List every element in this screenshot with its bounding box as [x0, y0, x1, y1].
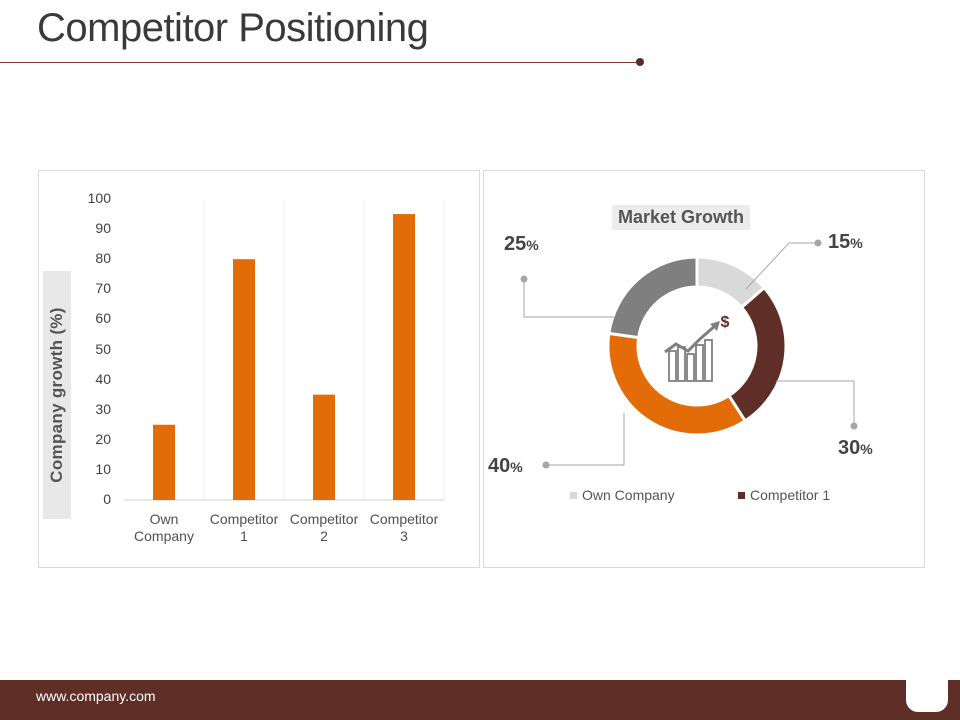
y-axis-label-box [43, 271, 71, 519]
growth-chart-dollar-icon: $ [664, 314, 730, 382]
bar-2 [233, 259, 255, 500]
svg-text:$: $ [721, 314, 730, 331]
donut-slice-competitor-1 [726, 285, 788, 423]
legend-item-competitor-1: Competitor 1 [738, 487, 830, 503]
y-tick-label: 20 [95, 430, 111, 447]
leader-line [546, 413, 625, 466]
legend-item-own-company: Own Company [570, 487, 675, 503]
leader-line [776, 380, 855, 426]
y-tick-label: 0 [103, 491, 111, 507]
bar-4 [393, 214, 415, 501]
bar-3 [313, 394, 335, 500]
y-tick-label: 80 [95, 250, 111, 267]
legend-swatch-competitor-1 [738, 491, 745, 499]
footer-tab-decoration [906, 676, 948, 712]
x-category-label: Competitor 2 [289, 511, 359, 544]
y-tick-label: 100 [87, 190, 111, 206]
leader-line [745, 242, 818, 290]
bar-1 [153, 424, 175, 500]
y-tick-label: 90 [95, 220, 111, 237]
x-category-label: Competitor 1 [209, 511, 279, 544]
x-category-label: Competitor 3 [369, 511, 439, 544]
page-title: Competitor Positioning [37, 6, 429, 50]
donut-chart-plot: $ [520, 239, 858, 469]
slice-label-own-company: 15% [828, 231, 863, 253]
y-tick-label: 50 [95, 340, 111, 357]
donut-chart-title: Market Growth [612, 205, 751, 230]
x-category-label: Own Company [134, 511, 194, 544]
y-tick-label: 40 [95, 370, 111, 387]
legend-swatch-own-company [570, 491, 577, 499]
slice-label-competitor-1: 30% [838, 437, 873, 459]
donut-chart-panel: Market Growth $ 25% 15% 30% 40% Own Comp… [483, 170, 925, 568]
donut-slice-grey [607, 255, 699, 340]
leader-dot [520, 275, 528, 283]
title-divider [0, 62, 640, 63]
title-divider-dot [636, 58, 644, 66]
footer-bar [0, 680, 960, 720]
legend-label-competitor-1: Competitor 1 [750, 487, 831, 503]
leader-line [523, 279, 614, 318]
slice-label-orange: 40% [488, 455, 523, 477]
y-tick-label: 30 [95, 400, 111, 417]
footer-url: www.company.com [36, 688, 156, 704]
legend-label-own-company: Own Company [582, 487, 675, 503]
donut-slice-orange [606, 331, 748, 437]
leader-dot [850, 422, 858, 430]
leader-dot [542, 461, 550, 469]
bar-chart-panel: Company growth (%) 0 10 20 30 40 50 60 70 80 90 10… [38, 170, 480, 568]
leader-dot [814, 239, 822, 247]
bar-chart-plot [124, 199, 445, 501]
y-tick-label: 10 [95, 460, 111, 477]
y-tick-label: 70 [95, 280, 111, 297]
slice-label-grey: 25% [504, 233, 539, 255]
y-tick-label: 60 [95, 310, 111, 327]
